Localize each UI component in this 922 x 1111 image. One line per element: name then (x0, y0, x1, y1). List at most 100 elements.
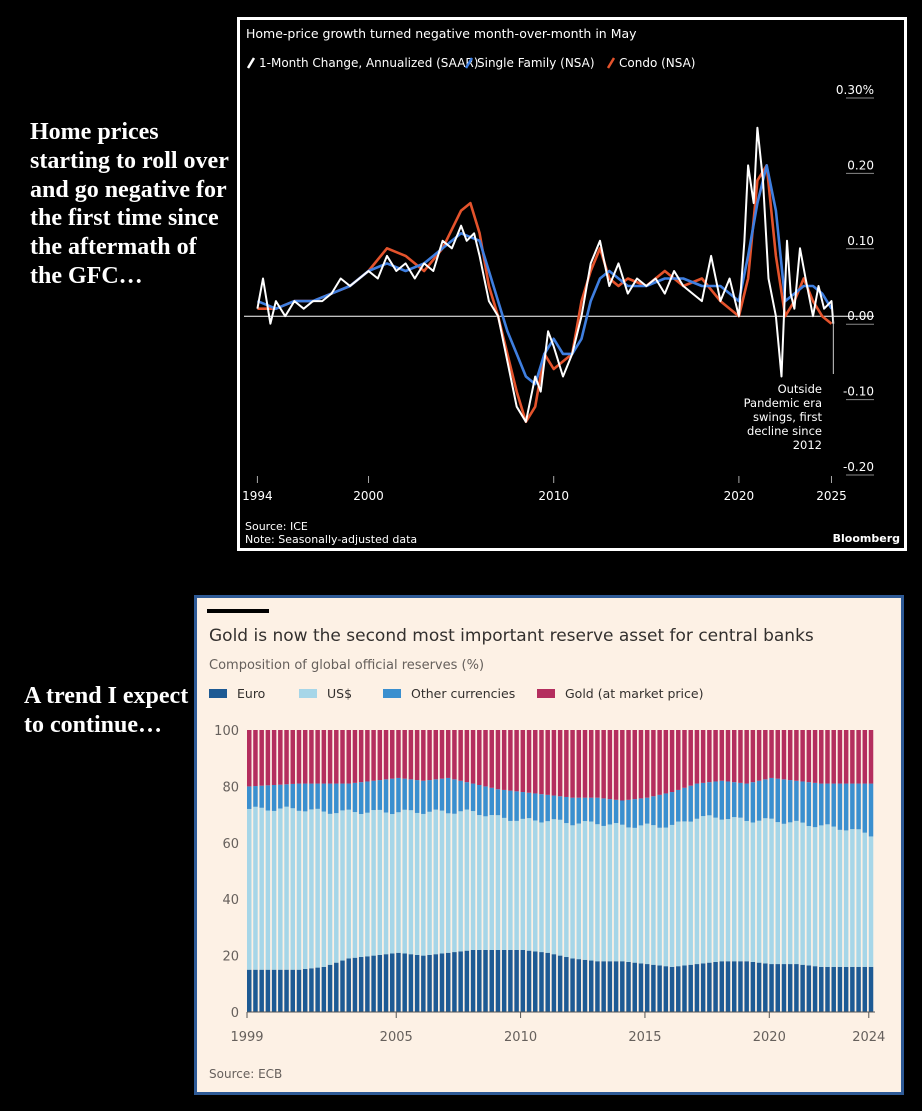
bar-segment (812, 730, 818, 783)
bar-segment (483, 786, 488, 817)
bar-segment (253, 786, 258, 807)
legend-swatch-2 (383, 689, 401, 698)
bar-segment (340, 730, 345, 784)
bar-segment (253, 969, 258, 1012)
bar-segment (334, 730, 339, 784)
bar-segment (271, 730, 277, 785)
bar-segment (526, 950, 532, 1012)
bar-segment (787, 730, 793, 781)
bar-segment (296, 783, 302, 811)
bar-segment (526, 792, 532, 819)
bar-segment (327, 964, 333, 1012)
bar-segment (676, 966, 681, 1012)
bar-segment (495, 789, 501, 816)
bar-segment (377, 730, 383, 781)
y-tick-label-3: 60 (222, 837, 239, 852)
y-tick-label-4: -0.10 (843, 385, 874, 399)
bar-segment (620, 730, 625, 801)
bar-segment (346, 958, 351, 1012)
bar-segment (483, 730, 488, 787)
y-tick-label-0: 0 (231, 1006, 239, 1021)
bar-segment (427, 780, 432, 812)
bar-segment (794, 820, 799, 965)
bar-segment (682, 730, 687, 788)
bar-segment (843, 730, 849, 784)
bar-segment (514, 791, 519, 821)
bar-segment (470, 811, 476, 950)
bar-segment (657, 794, 662, 828)
chart2-legend: Euro US$ Other currencies Gold (at market p… (209, 686, 703, 701)
bar-segment (856, 829, 861, 967)
bar-segment (781, 823, 787, 965)
legend-label-1: Single Family (NSA) (477, 56, 595, 70)
bar-segment (588, 730, 594, 798)
bar-segment (644, 730, 650, 798)
bar-segment (402, 953, 407, 1012)
bar-segment (396, 730, 401, 778)
bar-segment (719, 819, 725, 962)
x-tick-label-4: 2020 (753, 1030, 786, 1045)
bar-segment (514, 949, 519, 1012)
bar-segment (427, 811, 432, 955)
bar-segment (800, 730, 805, 782)
x-tick-label-2: 2010 (504, 1030, 537, 1045)
bar-segment (806, 730, 812, 783)
bar-segment (570, 730, 575, 798)
bar-segment (327, 783, 333, 814)
bar-segment (564, 730, 569, 797)
bar-segment (309, 730, 314, 784)
bar-segment (533, 951, 538, 1012)
bar-segment (483, 816, 488, 950)
bar-segment (352, 812, 358, 958)
bar-segment (819, 783, 824, 826)
bar-segment (632, 962, 637, 1012)
bar-segment (514, 820, 519, 950)
bar-segment (259, 785, 264, 808)
bar-segment (800, 781, 805, 823)
bar-segment (812, 966, 818, 1012)
bar-segment (557, 819, 563, 956)
bar-segment (334, 813, 339, 963)
bar-segment (694, 783, 700, 819)
bar-segment (632, 799, 637, 828)
bar-segment (756, 780, 762, 821)
bar-segment (383, 779, 389, 813)
bar-segment (439, 810, 445, 954)
bar-segment (414, 812, 420, 955)
annotation-line-2: swings, first (753, 410, 822, 424)
bar-segment (651, 730, 656, 797)
bar-segment (756, 962, 762, 1012)
bar-segment (302, 730, 308, 784)
bar-segment (856, 730, 861, 784)
bar-segment (278, 730, 283, 785)
bar-segment (707, 815, 712, 963)
bar-segment (657, 965, 662, 1012)
bar-segment (682, 965, 687, 1012)
bar-segment (551, 795, 557, 820)
bar-segment (396, 777, 401, 813)
bar-segment (806, 965, 812, 1012)
bar-segment (414, 954, 420, 1012)
bar-segment (290, 730, 295, 784)
bar-segment (495, 815, 501, 950)
bar-segment (576, 823, 582, 960)
bar-segment (253, 806, 258, 970)
y-tick-label-1: 20 (222, 950, 239, 965)
home-price-chart-svg: Home-price growth turned negative month-… (242, 26, 900, 546)
bar-segment (321, 966, 327, 1012)
bar-segment (421, 780, 426, 814)
bar-segment (769, 818, 774, 965)
bar-segment (377, 809, 383, 955)
bar-segment (302, 811, 308, 969)
bar-segment (837, 966, 843, 1012)
bar-segment (837, 829, 843, 967)
bar-segment (414, 730, 420, 781)
bar-segment (371, 810, 376, 956)
bar-segment (707, 730, 712, 783)
bar-segment (868, 783, 874, 837)
bar-segment (831, 783, 836, 827)
bar-segment (595, 824, 600, 962)
bar-segment (620, 961, 625, 1012)
bar-segment (321, 783, 327, 812)
bar-segment (694, 964, 700, 1012)
